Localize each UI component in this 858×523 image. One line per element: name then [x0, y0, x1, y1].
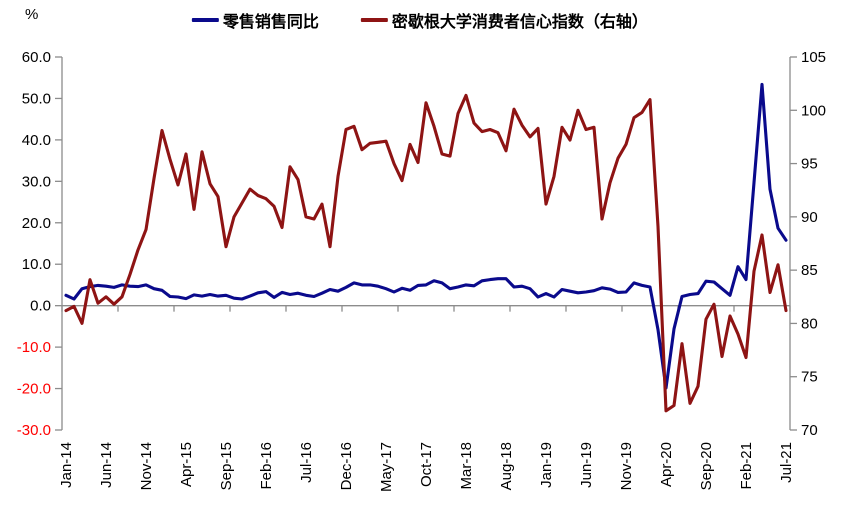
x-axis-tick-label: Apr-20 [658, 442, 675, 487]
y-axis-left-tick-label: -20.0 [17, 381, 51, 398]
x-axis-tick-label: Jul-21 [778, 442, 795, 483]
series-line-retail-sales [64, 82, 788, 390]
x-axis-tick-label: Aug-18 [498, 442, 515, 490]
legend-label-sentiment: 密歇根大学消费者信心指数（右轴） [391, 14, 648, 31]
x-axis-tick-label: Jun-14 [98, 442, 115, 488]
y-axis-left-tick-label: -10.0 [17, 339, 51, 356]
x-axis-tick-label: Apr-15 [178, 442, 195, 487]
x-axis-tick-label: May-17 [378, 442, 395, 492]
y-axis-left-tick-label: 10.0 [22, 256, 51, 273]
legend: 零售销售同比 密歇根大学消费者信心指数（右轴） [191, 8, 648, 32]
x-axis-tick-label: Feb-16 [258, 442, 275, 490]
x-axis-tick-label: Nov-19 [618, 442, 635, 490]
x-axis-tick-label: Jan-19 [538, 442, 555, 488]
legend-item-retail-sales: 零售销售同比 [191, 8, 319, 32]
legend-marker-sentiment [360, 18, 388, 22]
x-axis-tick-label: Sep-20 [698, 442, 715, 490]
x-axis-tick-label: Jan-14 [58, 442, 75, 488]
x-axis-tick-label: Feb-21 [738, 442, 755, 490]
y-axis-right-tick-label: 75 [801, 369, 818, 386]
y-axis-right-tick-label: 95 [801, 156, 818, 173]
x-axis-tick-label: Nov-14 [138, 442, 155, 490]
series-line-consumer-sentiment [64, 93, 788, 413]
y-axis-right-tick-label: 85 [801, 262, 818, 279]
x-axis-tick-label: Jun-19 [578, 442, 595, 488]
y-axis-right-tick-label: 105 [801, 49, 826, 66]
y-axis-left-tick-label: 30.0 [22, 173, 51, 190]
y-axis-left-tick-label: 20.0 [22, 215, 51, 232]
y-axis-right-tick-label: 70 [801, 422, 818, 439]
y-axis-right-tick-label: 80 [801, 315, 818, 332]
y-axis-left-tick-label: 0.0 [30, 298, 51, 315]
left-axis-unit-label: % [25, 6, 39, 23]
y-axis-right-tick-label: 90 [801, 209, 818, 226]
legend-label-retail: 零售销售同比 [222, 14, 319, 31]
legend-item-consumer-sentiment: 密歇根大学消费者信心指数（右轴） [360, 8, 648, 32]
legend-marker-retail [191, 18, 219, 22]
x-axis-tick-label: Sep-15 [218, 442, 235, 490]
x-axis-tick-label: Mar-18 [458, 442, 475, 490]
y-axis-left-tick-label: 60.0 [22, 49, 51, 66]
y-axis-left-tick-label: 40.0 [22, 132, 51, 149]
y-axis-left-tick-label: -30.0 [17, 422, 51, 439]
x-axis-tick-label: Dec-16 [338, 442, 355, 490]
y-axis-right-tick-label: 100 [801, 102, 826, 119]
x-axis-tick-label: Oct-17 [418, 442, 435, 487]
x-axis-tick-label: Jul-16 [298, 442, 315, 483]
y-axis-left-tick-label: 50.0 [22, 90, 51, 107]
